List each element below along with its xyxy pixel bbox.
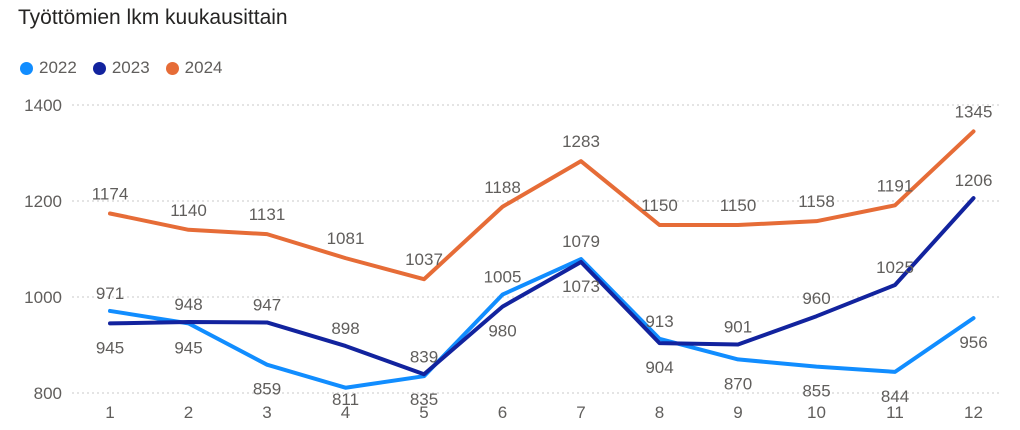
data-label-2024-2: 1140 bbox=[170, 201, 207, 220]
x-tick-label-2: 2 bbox=[184, 403, 193, 422]
data-label-2022-1: 971 bbox=[96, 284, 124, 303]
data-label-2023-8: 904 bbox=[645, 358, 673, 377]
data-label-2023-2: 948 bbox=[174, 295, 202, 314]
data-label-2022-7: 1079 bbox=[562, 232, 600, 251]
data-label-2022-9: 870 bbox=[724, 374, 752, 393]
legend-label-2022: 2022 bbox=[39, 58, 77, 77]
x-tick-label-8: 8 bbox=[655, 403, 664, 422]
x-tick-label-5: 5 bbox=[419, 403, 428, 422]
legend-marker-2022 bbox=[20, 61, 33, 75]
data-label-2022-2: 945 bbox=[174, 338, 202, 357]
x-tick-label-10: 10 bbox=[807, 403, 826, 422]
data-label-2024-9: 1150 bbox=[720, 196, 757, 215]
data-label-2023-5: 839 bbox=[410, 347, 438, 366]
data-label-2024-5: 1037 bbox=[405, 250, 443, 269]
data-label-2023-1: 945 bbox=[96, 338, 124, 357]
series-line-2023 bbox=[108, 196, 976, 377]
y-tick-label-1400: 1400 bbox=[24, 96, 62, 115]
data-label-2024-7: 1283 bbox=[562, 132, 600, 151]
data-label-2023-4: 898 bbox=[331, 319, 359, 338]
x-tick-label-6: 6 bbox=[498, 403, 507, 422]
data-label-2022-11: 844 bbox=[881, 387, 909, 406]
legend-marker-2024 bbox=[165, 61, 179, 75]
legend-item-2024[interactable]: 2024 bbox=[165, 58, 223, 78]
data-label-2023-3: 947 bbox=[253, 295, 281, 314]
data-label-2022-3: 859 bbox=[253, 380, 281, 399]
chart-legend: 2022 2023 2024 bbox=[20, 58, 222, 78]
data-label-2024-12: 1345 bbox=[955, 102, 993, 121]
data-label-2024-6: 1188 bbox=[484, 178, 521, 197]
x-tick-label-3: 3 bbox=[262, 403, 271, 422]
x-tick-label-12: 12 bbox=[964, 403, 983, 422]
data-label-2023-7: 1073 bbox=[562, 277, 600, 296]
data-label-2023-10: 960 bbox=[802, 289, 830, 308]
data-label-2024-8: 1150 bbox=[641, 196, 678, 215]
x-tick-label-1: 1 bbox=[105, 403, 114, 422]
data-label-2024-1: 1174 bbox=[92, 184, 129, 203]
legend-item-2022[interactable]: 2022 bbox=[20, 58, 77, 78]
data-label-2022-6: 1005 bbox=[484, 268, 522, 287]
data-label-2022-4: 811 bbox=[332, 390, 359, 409]
data-label-2022-12: 956 bbox=[959, 333, 987, 352]
y-tick-label-800: 800 bbox=[34, 384, 62, 403]
x-tick-label-9: 9 bbox=[733, 403, 742, 422]
data-label-2024-11: 1191 bbox=[877, 176, 914, 195]
data-label-2024-4: 1081 bbox=[327, 229, 365, 248]
chart-title: Työttömien lkm kuukausittain bbox=[18, 6, 288, 29]
series-line-2022 bbox=[108, 257, 976, 390]
data-label-2022-10: 855 bbox=[802, 382, 830, 401]
data-label-2023-9: 901 bbox=[724, 318, 752, 337]
data-label-2023-11: 1025 bbox=[876, 258, 914, 277]
data-label-2024-3: 1131 bbox=[249, 205, 286, 224]
x-tick-label-7: 7 bbox=[576, 403, 585, 422]
x-tick-label-4: 4 bbox=[341, 403, 350, 422]
legend-item-2023[interactable]: 2023 bbox=[92, 58, 150, 78]
y-tick-label-1200: 1200 bbox=[24, 192, 62, 211]
data-label-2022-8: 913 bbox=[645, 312, 673, 331]
data-label-2023-12: 1206 bbox=[955, 171, 993, 190]
x-tick-label-11: 11 bbox=[886, 403, 904, 422]
data-label-2024-10: 1158 bbox=[798, 192, 835, 211]
data-label-2022-5: 835 bbox=[410, 390, 438, 409]
legend-label-2024: 2024 bbox=[184, 58, 223, 77]
legend-marker-2023 bbox=[92, 61, 106, 75]
y-tick-label-1000: 1000 bbox=[24, 288, 62, 307]
data-label-2023-6: 980 bbox=[488, 322, 516, 341]
series-line-2024 bbox=[108, 129, 976, 282]
legend-label-2023: 2023 bbox=[111, 58, 150, 77]
